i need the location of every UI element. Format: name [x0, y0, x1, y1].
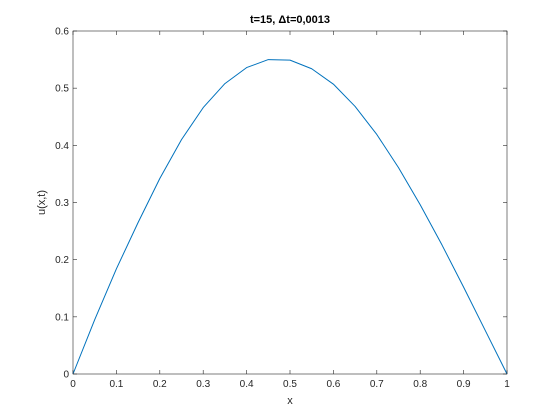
x-tick-label: 0.4 — [240, 379, 254, 390]
series-line — [72, 59, 508, 375]
y-tick-label: 0 — [63, 370, 69, 381]
x-tick-label: 0.1 — [109, 379, 123, 390]
x-tick-label: 0 — [70, 379, 76, 390]
y-tick-label: 0.2 — [55, 255, 69, 266]
y-tick-label: 0.1 — [55, 312, 69, 323]
series-layer — [72, 59, 508, 375]
x-tick-label: 0.9 — [457, 379, 471, 390]
x-tick-label: 0.2 — [153, 379, 167, 390]
x-tick-label: 1 — [504, 379, 510, 390]
x-tick-label: 0.5 — [283, 379, 297, 390]
tick-labels: 0 0.1 0.2 0.3 0.4 0.5 0.6 0.7 0.8 0.9 1 0 0.1 0.2 0.3 0… — [55, 27, 510, 391]
plot-area — [73, 31, 507, 374]
y-tick-label: 0.4 — [55, 141, 69, 152]
x-tick-label: 0.8 — [413, 379, 427, 390]
x-tick-label: 0.7 — [370, 379, 384, 390]
x-axis-label: x — [287, 395, 293, 407]
y-axis-label: u(x,t) — [36, 190, 48, 215]
y-tick-label: 0.6 — [55, 27, 69, 38]
axes-box — [72, 30, 508, 375]
x-tick-label: 0.6 — [326, 379, 340, 390]
y-tick-label: 0.5 — [55, 84, 69, 95]
chart-title: t=15, Δt=0,0013 — [250, 14, 330, 26]
x-tick-label: 0.3 — [196, 379, 210, 390]
y-tick-label: 0.3 — [55, 198, 69, 209]
